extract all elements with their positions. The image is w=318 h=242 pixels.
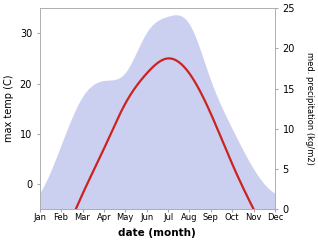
- Y-axis label: max temp (C): max temp (C): [4, 75, 14, 142]
- X-axis label: date (month): date (month): [119, 228, 196, 238]
- Y-axis label: med. precipitation (kg/m2): med. precipitation (kg/m2): [305, 52, 314, 165]
